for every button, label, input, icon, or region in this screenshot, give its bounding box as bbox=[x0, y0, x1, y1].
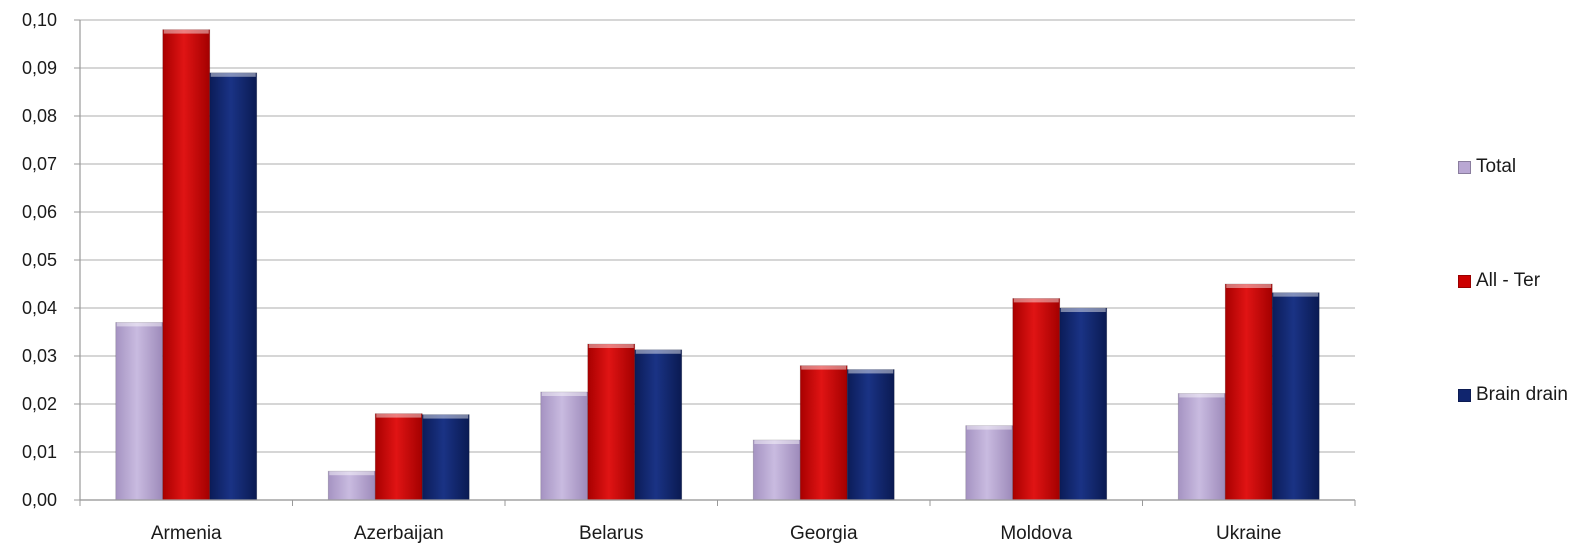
bar-all-ter-belarus bbox=[587, 343, 636, 501]
y-tick-label: 0,02 bbox=[22, 394, 57, 414]
bar-bevel bbox=[210, 72, 256, 77]
bar-bevel bbox=[163, 29, 209, 34]
bar-total-armenia bbox=[115, 321, 164, 501]
bar-bevel bbox=[848, 369, 894, 374]
x-tick-label: Belarus bbox=[579, 523, 643, 544]
legend-item-brain-drain: Brain drain bbox=[1458, 384, 1568, 406]
legend: Total All - Ter Brain drain bbox=[1458, 0, 1590, 552]
bar-bevel bbox=[588, 344, 634, 348]
bar-brain-drain-belarus bbox=[634, 349, 683, 501]
bar-bevel bbox=[1226, 284, 1272, 288]
y-tick-label: 0,05 bbox=[22, 250, 57, 270]
x-tick-label: Georgia bbox=[790, 523, 858, 544]
bar-all-ter-ukraine bbox=[1224, 283, 1273, 501]
bar-bevel bbox=[116, 322, 162, 327]
legend-label-total: Total bbox=[1476, 156, 1517, 177]
bar-bevel bbox=[1060, 308, 1106, 312]
bar-brain-drain-armenia bbox=[209, 72, 258, 501]
bar-bevel bbox=[1179, 393, 1225, 398]
y-tick-label: 0,03 bbox=[22, 346, 57, 366]
legend-label-brain-drain: Brain drain bbox=[1476, 384, 1568, 405]
bar-bevel bbox=[966, 425, 1012, 430]
bar-brain-drain-georgia bbox=[846, 369, 895, 501]
y-tick-label: 0,09 bbox=[22, 58, 57, 78]
bar-all-ter-georgia bbox=[799, 365, 848, 501]
bar-all-ter-armenia bbox=[162, 29, 211, 501]
y-tick-label: 0,01 bbox=[22, 442, 57, 462]
y-tick-label: 0,08 bbox=[22, 106, 57, 126]
bar-bevel bbox=[541, 392, 587, 396]
bar-bevel bbox=[1273, 292, 1319, 297]
bar-all-ter-moldova bbox=[1012, 297, 1061, 501]
legend-label-all-ter: All - Ter bbox=[1476, 270, 1541, 291]
bar-bevel bbox=[801, 365, 847, 370]
legend-item-all-ter: All - Ter bbox=[1458, 270, 1540, 292]
y-tick-label: 0,04 bbox=[22, 298, 57, 318]
bar-total-azerbaijan bbox=[327, 470, 376, 501]
bar-bevel bbox=[376, 413, 422, 418]
bar-total-ukraine bbox=[1177, 393, 1226, 501]
legend-item-total: Total bbox=[1458, 156, 1516, 178]
x-tick-label: Armenia bbox=[151, 523, 222, 544]
bar-brain-drain-ukraine bbox=[1271, 292, 1320, 501]
bar-total-moldova bbox=[965, 425, 1014, 501]
bar-brain-drain-azerbaijan bbox=[421, 414, 470, 501]
y-tick-label: 0,10 bbox=[22, 10, 57, 30]
y-tick-label: 0,06 bbox=[22, 202, 57, 222]
bar-brain-drain-moldova bbox=[1059, 307, 1108, 501]
bar-bevel bbox=[329, 471, 375, 476]
bar-bevel bbox=[1013, 298, 1059, 303]
y-tick-label: 0,07 bbox=[22, 154, 57, 174]
legend-swatch-brain-drain bbox=[1458, 388, 1471, 402]
x-tick-label: Moldova bbox=[1000, 523, 1072, 544]
bar-total-belarus bbox=[540, 391, 589, 501]
legend-swatch-all-ter bbox=[1458, 274, 1471, 288]
x-tick-label: Ukraine bbox=[1216, 523, 1281, 544]
bar-bevel bbox=[635, 349, 681, 354]
bar-bevel bbox=[754, 440, 800, 444]
bar-total-georgia bbox=[752, 439, 801, 501]
bar-all-ter-azerbaijan bbox=[374, 413, 423, 501]
bar-bevel bbox=[423, 414, 469, 419]
y-tick-label: 0,00 bbox=[22, 490, 57, 510]
legend-swatch-total bbox=[1458, 160, 1471, 174]
x-tick-label: Azerbaijan bbox=[354, 523, 444, 544]
